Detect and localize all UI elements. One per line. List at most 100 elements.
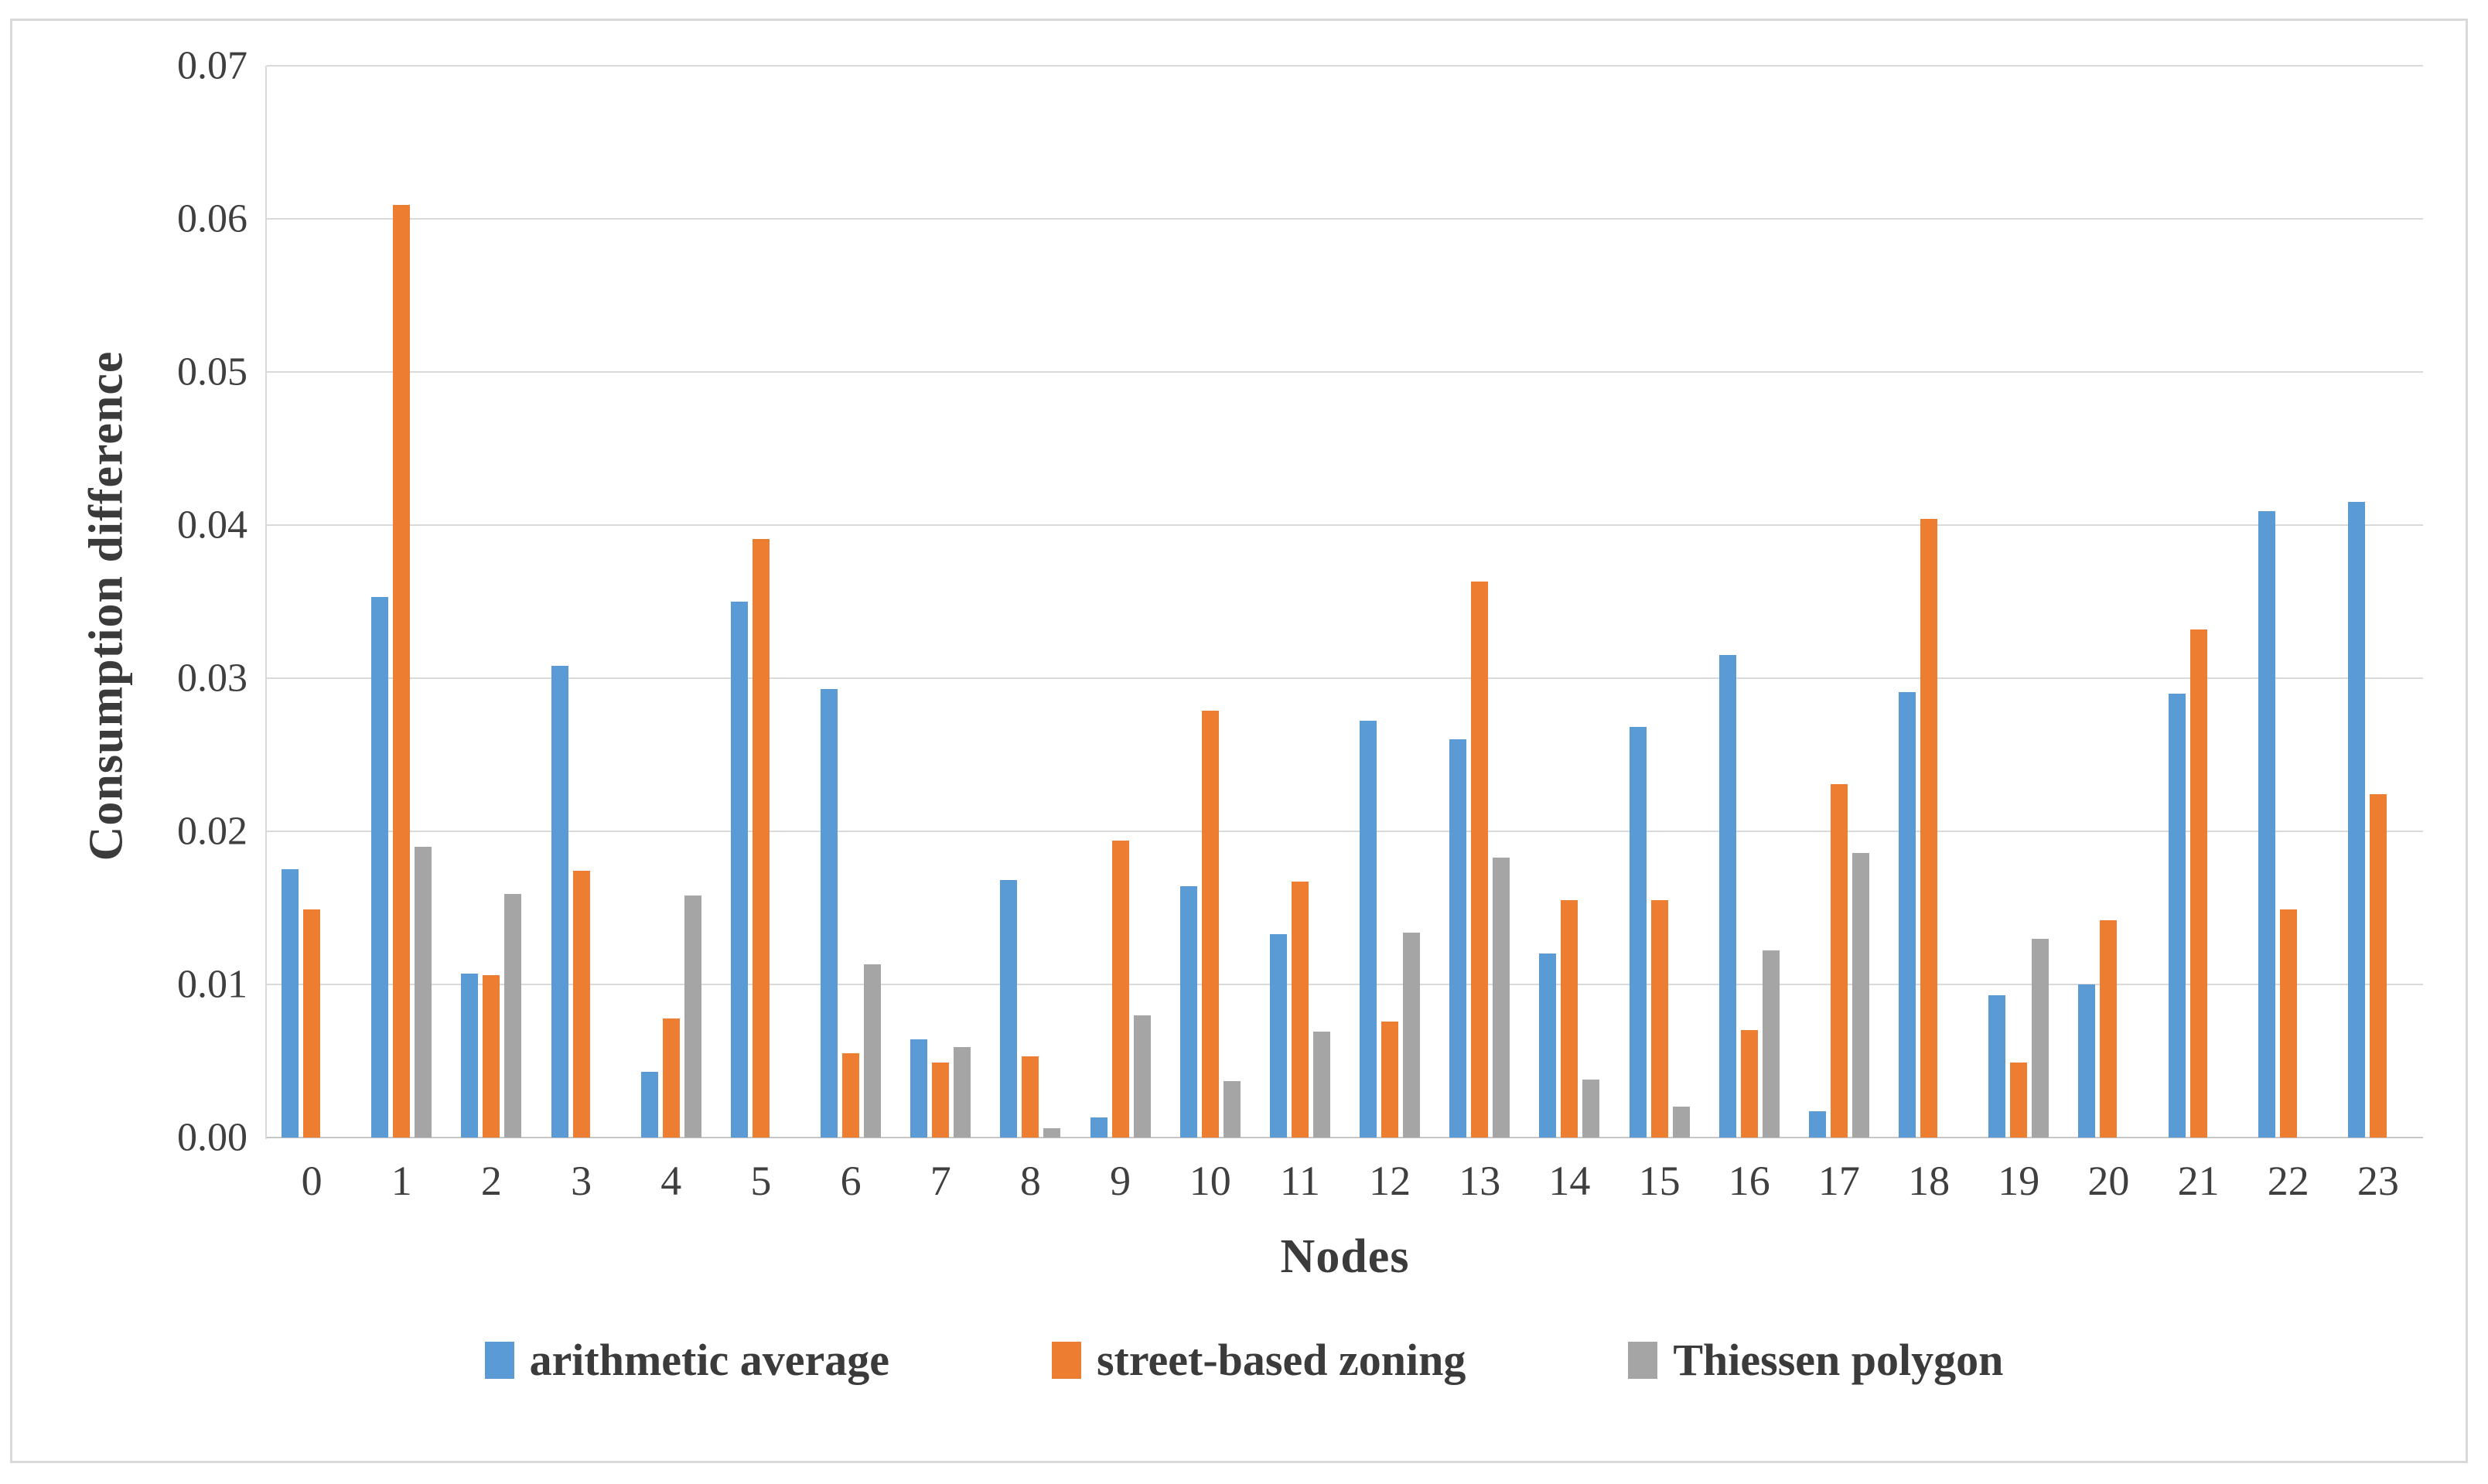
x-tick-label-20: 20 [2087,1158,2130,1204]
bar-group-node-21 [2154,629,2244,1138]
y-tick-label-0.05: 0.05 [177,350,247,394]
y-tick-label-0.04: 0.04 [177,503,247,548]
bar-arithmetic-average-node-23 [2347,502,2365,1138]
bar-street-based-zoning-node-17 [1830,784,1848,1138]
bar-arithmetic-average-node-4 [640,1072,658,1138]
bar-group-node-8 [985,880,1075,1138]
bar-street-based-zoning-node-16 [1740,1030,1758,1138]
bar-arithmetic-average-node-9 [1090,1117,1107,1138]
bar-group-node-13 [1435,582,1524,1138]
gridline-0.04 [267,524,2423,526]
x-tick-label-22: 22 [2267,1158,2309,1204]
bar-Thiessen-polygon-node-2 [504,894,522,1138]
x-tick-label-16: 16 [1728,1158,1770,1204]
x-tick-label-13: 13 [1459,1158,1501,1204]
bar-arithmetic-average-node-2 [461,974,479,1138]
bar-Thiessen-polygon-node-16 [1762,950,1780,1138]
bar-street-based-zoning-node-6 [842,1053,860,1138]
bar-group-node-14 [1524,900,1614,1138]
bar-group-node-17 [1794,784,1884,1138]
bar-group-node-4 [626,896,716,1138]
bar-group-node-2 [446,894,536,1138]
bar-arithmetic-average-node-16 [1718,655,1736,1138]
bar-arithmetic-average-node-5 [730,602,748,1138]
y-tick-label-0.03: 0.03 [177,656,247,701]
gridline-0.05 [267,371,2423,373]
x-tick-label-3: 3 [571,1158,592,1204]
bar-Thiessen-polygon-node-14 [1582,1080,1600,1138]
bar-arithmetic-average-node-22 [2258,511,2275,1138]
bar-arithmetic-average-node-3 [551,666,568,1138]
y-tick-label-0.02: 0.02 [177,809,247,854]
bar-arithmetic-average-node-7 [910,1039,928,1138]
x-tick-label-2: 2 [480,1158,502,1204]
bar-Thiessen-polygon-node-15 [1672,1107,1690,1138]
x-tick-label-15: 15 [1638,1158,1681,1204]
bar-group-node-7 [896,1039,985,1138]
y-tick-label-0.01: 0.01 [177,962,247,1007]
bar-arithmetic-average-node-18 [1899,692,1916,1138]
bar-street-based-zoning-node-15 [1650,900,1668,1138]
bar-group-node-20 [2063,920,2153,1138]
legend-label: arithmetic average [529,1335,889,1385]
bar-arithmetic-average-node-1 [371,597,389,1138]
y-tick-label-0.06: 0.06 [177,196,247,241]
bar-arithmetic-average-node-0 [282,869,299,1138]
bar-street-based-zoning-node-22 [2279,909,2297,1138]
bar-group-node-6 [806,689,896,1138]
bar-street-based-zoning-node-14 [1561,900,1578,1138]
bar-group-node-3 [537,666,626,1138]
bar-street-based-zoning-node-11 [1291,882,1309,1138]
bar-group-node-1 [357,205,446,1138]
x-tick-label-5: 5 [750,1158,772,1204]
bar-street-based-zoning-node-3 [572,871,590,1138]
bar-street-based-zoning-node-20 [2100,920,2118,1138]
gridline-0.02 [267,831,2423,832]
legend-item-Thiessen-polygon: Thiessen polygon [1628,1334,2003,1386]
bar-street-based-zoning-node-1 [393,205,411,1138]
legend-item-arithmetic-average: arithmetic average [484,1334,889,1386]
bar-Thiessen-polygon-node-9 [1133,1015,1151,1138]
bar-street-based-zoning-node-10 [1201,711,1219,1138]
bar-arithmetic-average-node-10 [1179,886,1197,1138]
bar-street-based-zoning-node-5 [752,539,770,1138]
bar-Thiessen-polygon-node-4 [684,896,701,1138]
bar-Thiessen-polygon-node-17 [1851,853,1869,1138]
bar-Thiessen-polygon-node-6 [864,964,882,1138]
bar-street-based-zoning-node-13 [1471,582,1489,1138]
bar-arithmetic-average-node-6 [821,689,838,1138]
y-axis-line [265,66,267,1139]
bar-street-based-zoning-node-23 [2369,794,2387,1138]
bar-group-node-23 [2333,502,2423,1138]
gridline-0.07 [267,65,2423,67]
bar-group-node-5 [716,539,806,1138]
x-tick-label-9: 9 [1110,1158,1131,1204]
bar-arithmetic-average-node-14 [1539,954,1557,1138]
bar-street-based-zoning-node-19 [2010,1063,2028,1138]
legend-swatch-icon [1051,1341,1081,1379]
bar-street-based-zoning-node-8 [1022,1056,1039,1138]
bar-arithmetic-average-node-17 [1808,1111,1826,1138]
x-axis-title: Nodes [1280,1230,1410,1283]
bar-group-node-11 [1255,882,1345,1138]
bar-arithmetic-average-node-8 [1000,880,1018,1138]
bar-street-based-zoning-node-12 [1381,1022,1399,1138]
bar-street-based-zoning-node-18 [1920,519,1938,1138]
x-tick-label-18: 18 [1908,1158,1950,1204]
bar-Thiessen-polygon-node-12 [1403,933,1421,1138]
x-tick-label-12: 12 [1369,1158,1411,1204]
y-tick-label-0.00: 0.00 [177,1115,247,1160]
bar-group-node-10 [1166,711,1255,1138]
legend: arithmetic average street-based zoning Thi… [0,1334,2488,1386]
y-tick-label-0.07: 0.07 [177,43,247,88]
x-tick-label-1: 1 [391,1158,412,1204]
x-tick-label-0: 0 [301,1158,323,1204]
x-tick-label-14: 14 [1548,1158,1591,1204]
bar-group-node-15 [1615,727,1705,1138]
gridline-0.06 [267,218,2423,220]
bar-Thiessen-polygon-node-1 [415,847,432,1138]
x-tick-label-17: 17 [1817,1158,1860,1204]
bar-group-node-12 [1345,721,1435,1138]
x-tick-label-23: 23 [2357,1158,2399,1204]
bar-arithmetic-average-node-21 [2168,694,2186,1138]
